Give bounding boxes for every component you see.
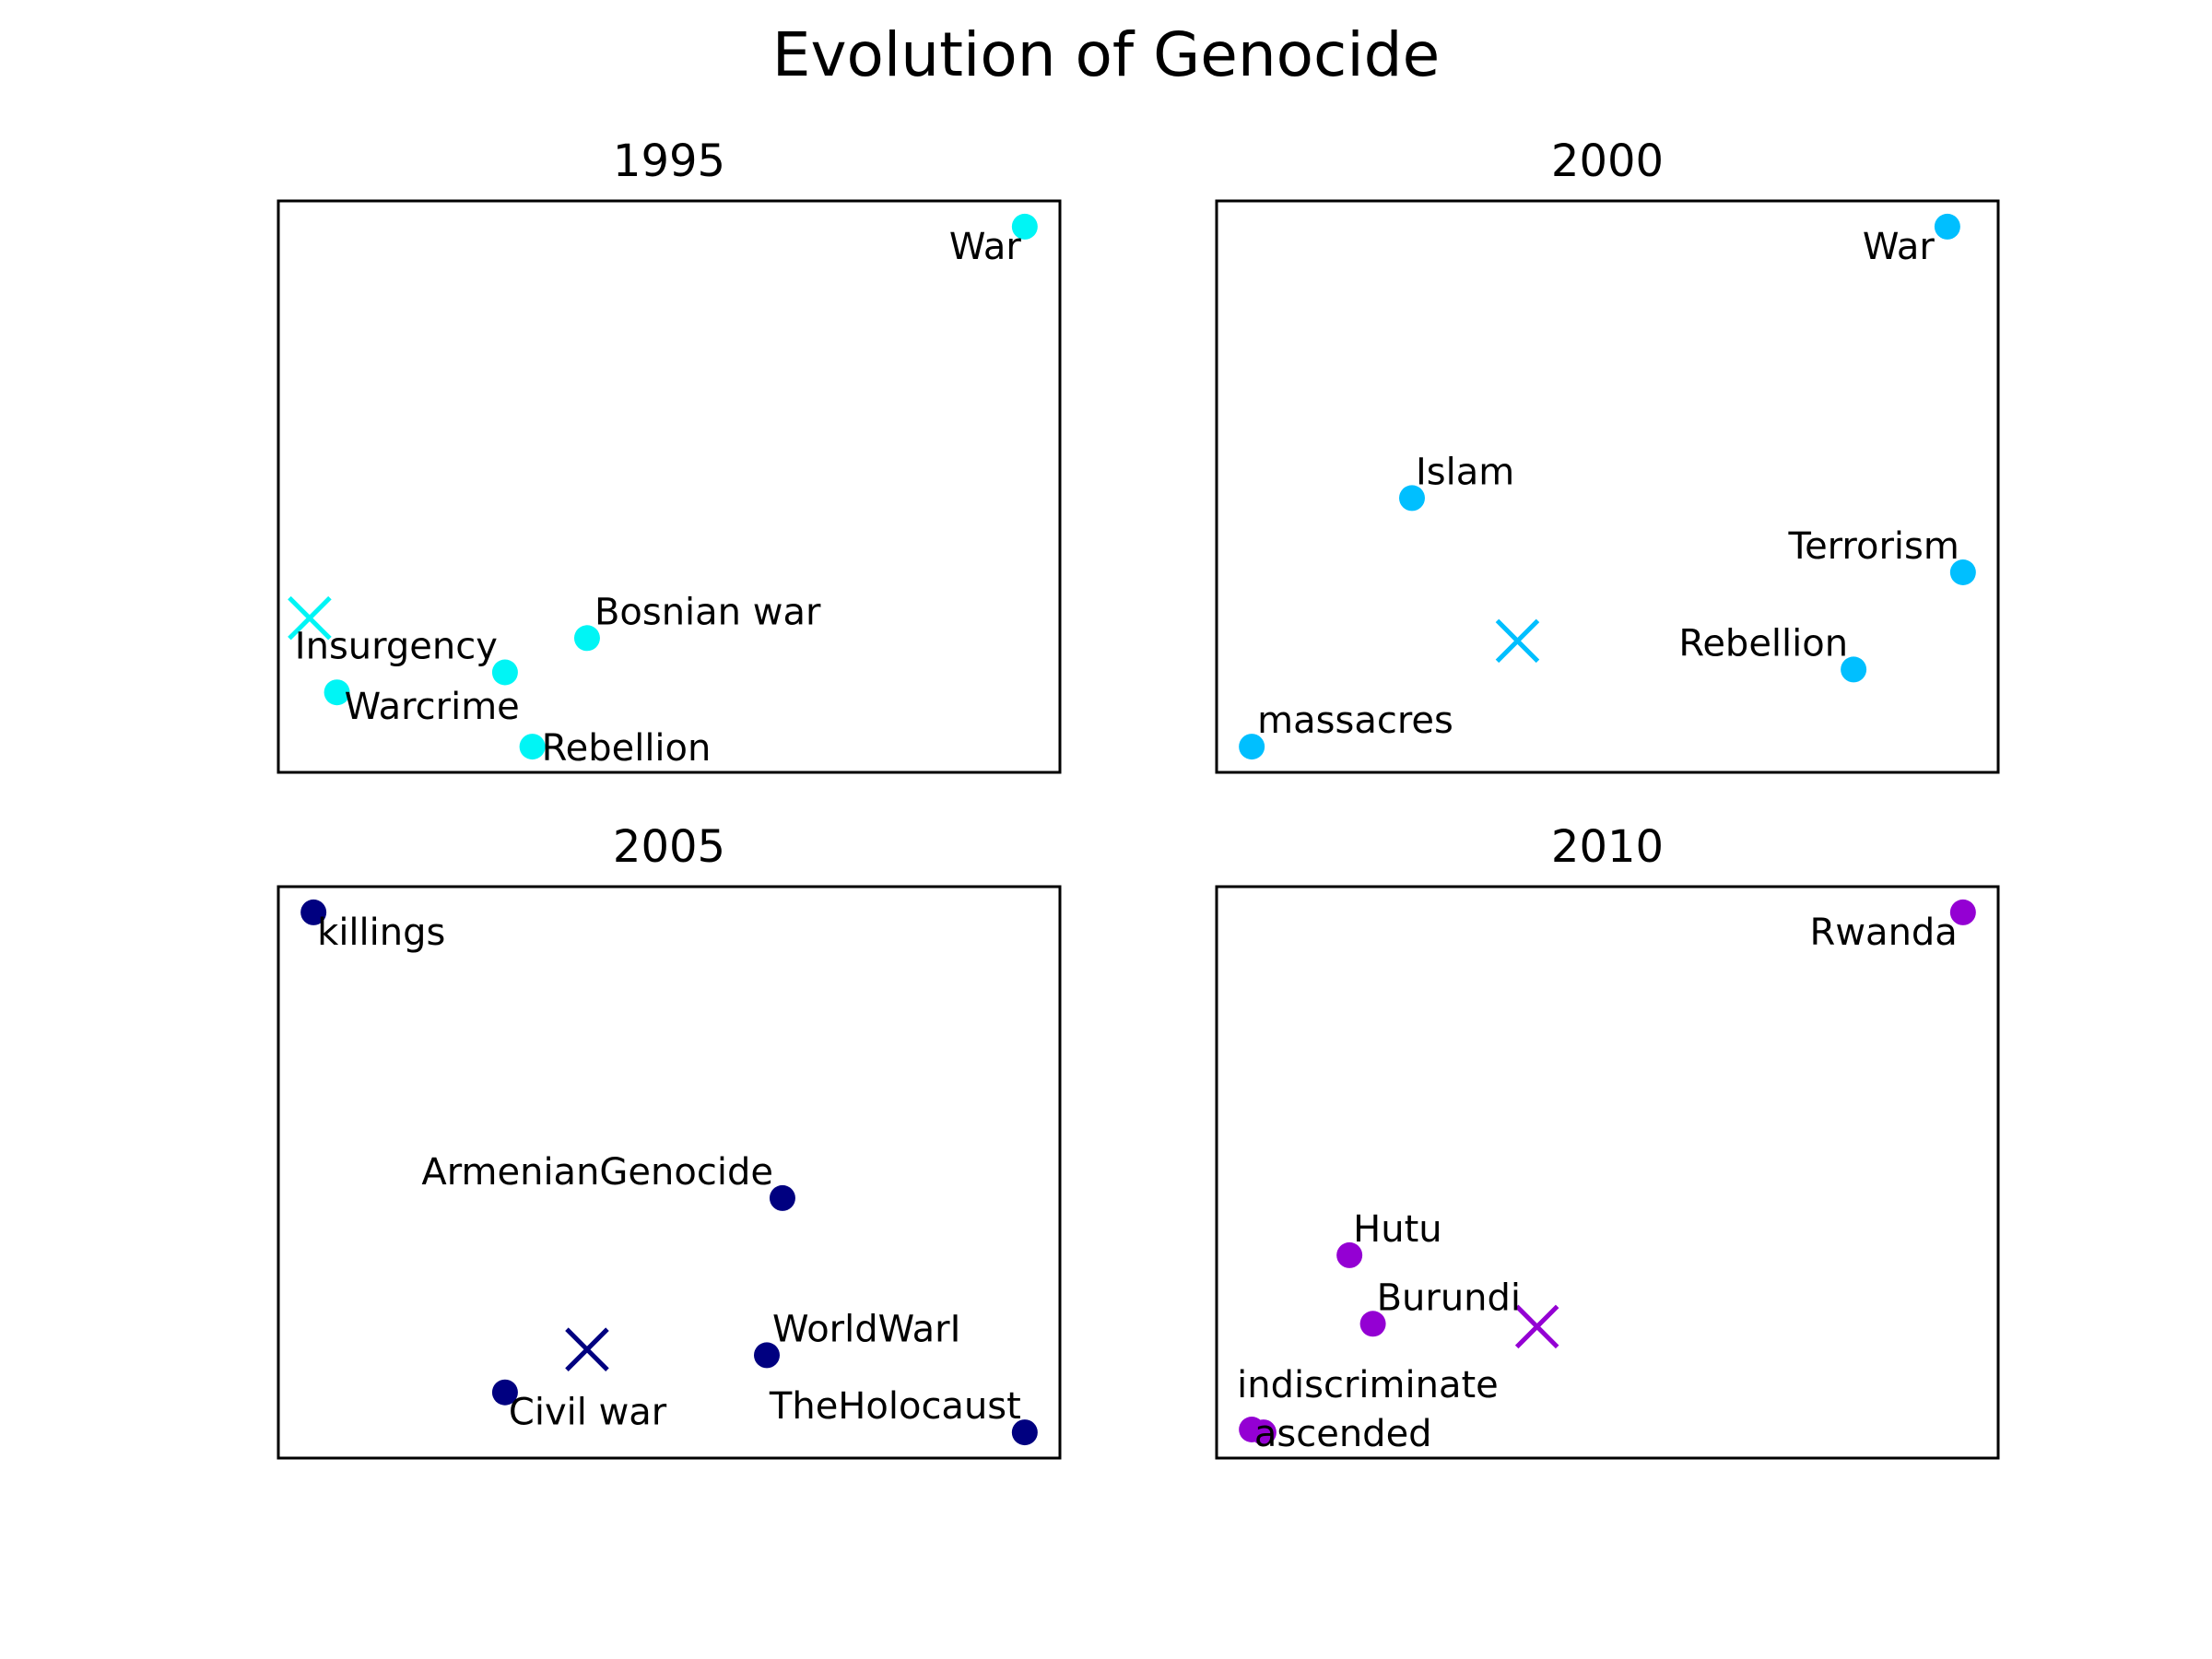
point-label: War bbox=[949, 226, 1022, 268]
point-label: Rebellion bbox=[1678, 622, 1848, 665]
data-point bbox=[1336, 1241, 1363, 1268]
panel-title: 1995 bbox=[613, 135, 725, 187]
point-label: ascended bbox=[1254, 1413, 1432, 1455]
data-point bbox=[1949, 559, 1976, 585]
point-label: Insurgency bbox=[295, 626, 498, 668]
panel-2005: 2005 killings ArmenianGenocide WorldWarI Ci… bbox=[276, 821, 1062, 1460]
figure-title: Evolution of Genocide bbox=[772, 19, 1440, 90]
data-point bbox=[1949, 899, 1976, 925]
data-point bbox=[1250, 1419, 1277, 1446]
point-label: indiscriminate bbox=[1237, 1364, 1499, 1406]
panel-title: 2010 bbox=[1551, 821, 1664, 873]
data-point bbox=[1359, 1311, 1386, 1337]
centroid-marker bbox=[565, 1327, 609, 1371]
marks-layer: War Islam Terrorism Rebellion massacres bbox=[1239, 213, 1976, 760]
marks-layer: War Bosnian war Insurgency Warcrime Rebellio… bbox=[288, 213, 1038, 770]
point-label: Terrorism bbox=[1787, 525, 1959, 568]
point-label: ArmenianGenocide bbox=[421, 1151, 773, 1194]
marks-layer: killings ArmenianGenocide WorldWarI Civil w… bbox=[300, 899, 1038, 1446]
data-point bbox=[519, 734, 546, 760]
point-label: Civil war bbox=[509, 1392, 667, 1434]
marks-layer: Rwanda Hutu Burundi indiscriminate ascended bbox=[1237, 899, 1976, 1455]
data-point bbox=[324, 679, 350, 706]
point-label: Rebellion bbox=[542, 727, 712, 770]
panel-title: 2000 bbox=[1551, 135, 1664, 187]
data-point bbox=[300, 899, 327, 925]
data-point bbox=[491, 1379, 518, 1406]
data-point bbox=[754, 1342, 780, 1369]
panel-2000: 2000 War Islam Terrorism Rebellion massacres bbox=[1215, 135, 2000, 774]
centroid-marker bbox=[288, 595, 332, 641]
data-point bbox=[1011, 1419, 1038, 1446]
panel-frame bbox=[1215, 199, 2000, 774]
data-point bbox=[769, 1184, 795, 1211]
point-label: Islam bbox=[1416, 451, 1514, 493]
point-label: Bosnian war bbox=[594, 591, 821, 633]
data-point bbox=[1011, 213, 1038, 240]
panel-frame bbox=[1215, 885, 2000, 1460]
data-point bbox=[491, 659, 518, 686]
data-point bbox=[1239, 734, 1265, 760]
point-label: killings bbox=[317, 912, 445, 954]
point-label: Rwanda bbox=[1810, 912, 1958, 954]
data-point bbox=[1399, 485, 1425, 512]
panel-1995: 1995 War Bosnian war Insurgency Warcrime Reb… bbox=[276, 135, 1062, 774]
data-point bbox=[1934, 213, 1960, 240]
point-label: Hutu bbox=[1353, 1208, 1441, 1251]
panel-2010: 2010 Rwanda Hutu Burundi indiscriminate asce… bbox=[1215, 821, 2000, 1460]
point-label: TheHolocaust bbox=[769, 1385, 1021, 1428]
centroid-marker bbox=[1514, 1304, 1559, 1349]
point-label: massacres bbox=[1257, 700, 1453, 742]
point-label: Burundi bbox=[1377, 1277, 1521, 1319]
point-label: Warcrime bbox=[345, 686, 520, 728]
panel-frame bbox=[276, 199, 1062, 774]
point-label: War bbox=[1863, 226, 1936, 268]
centroid-marker bbox=[1495, 618, 1540, 664]
data-point bbox=[573, 625, 600, 652]
panel-title: 2005 bbox=[613, 821, 725, 873]
panel-frame bbox=[276, 885, 1062, 1460]
data-point bbox=[1841, 656, 1867, 683]
point-label: WorldWarI bbox=[772, 1308, 960, 1350]
